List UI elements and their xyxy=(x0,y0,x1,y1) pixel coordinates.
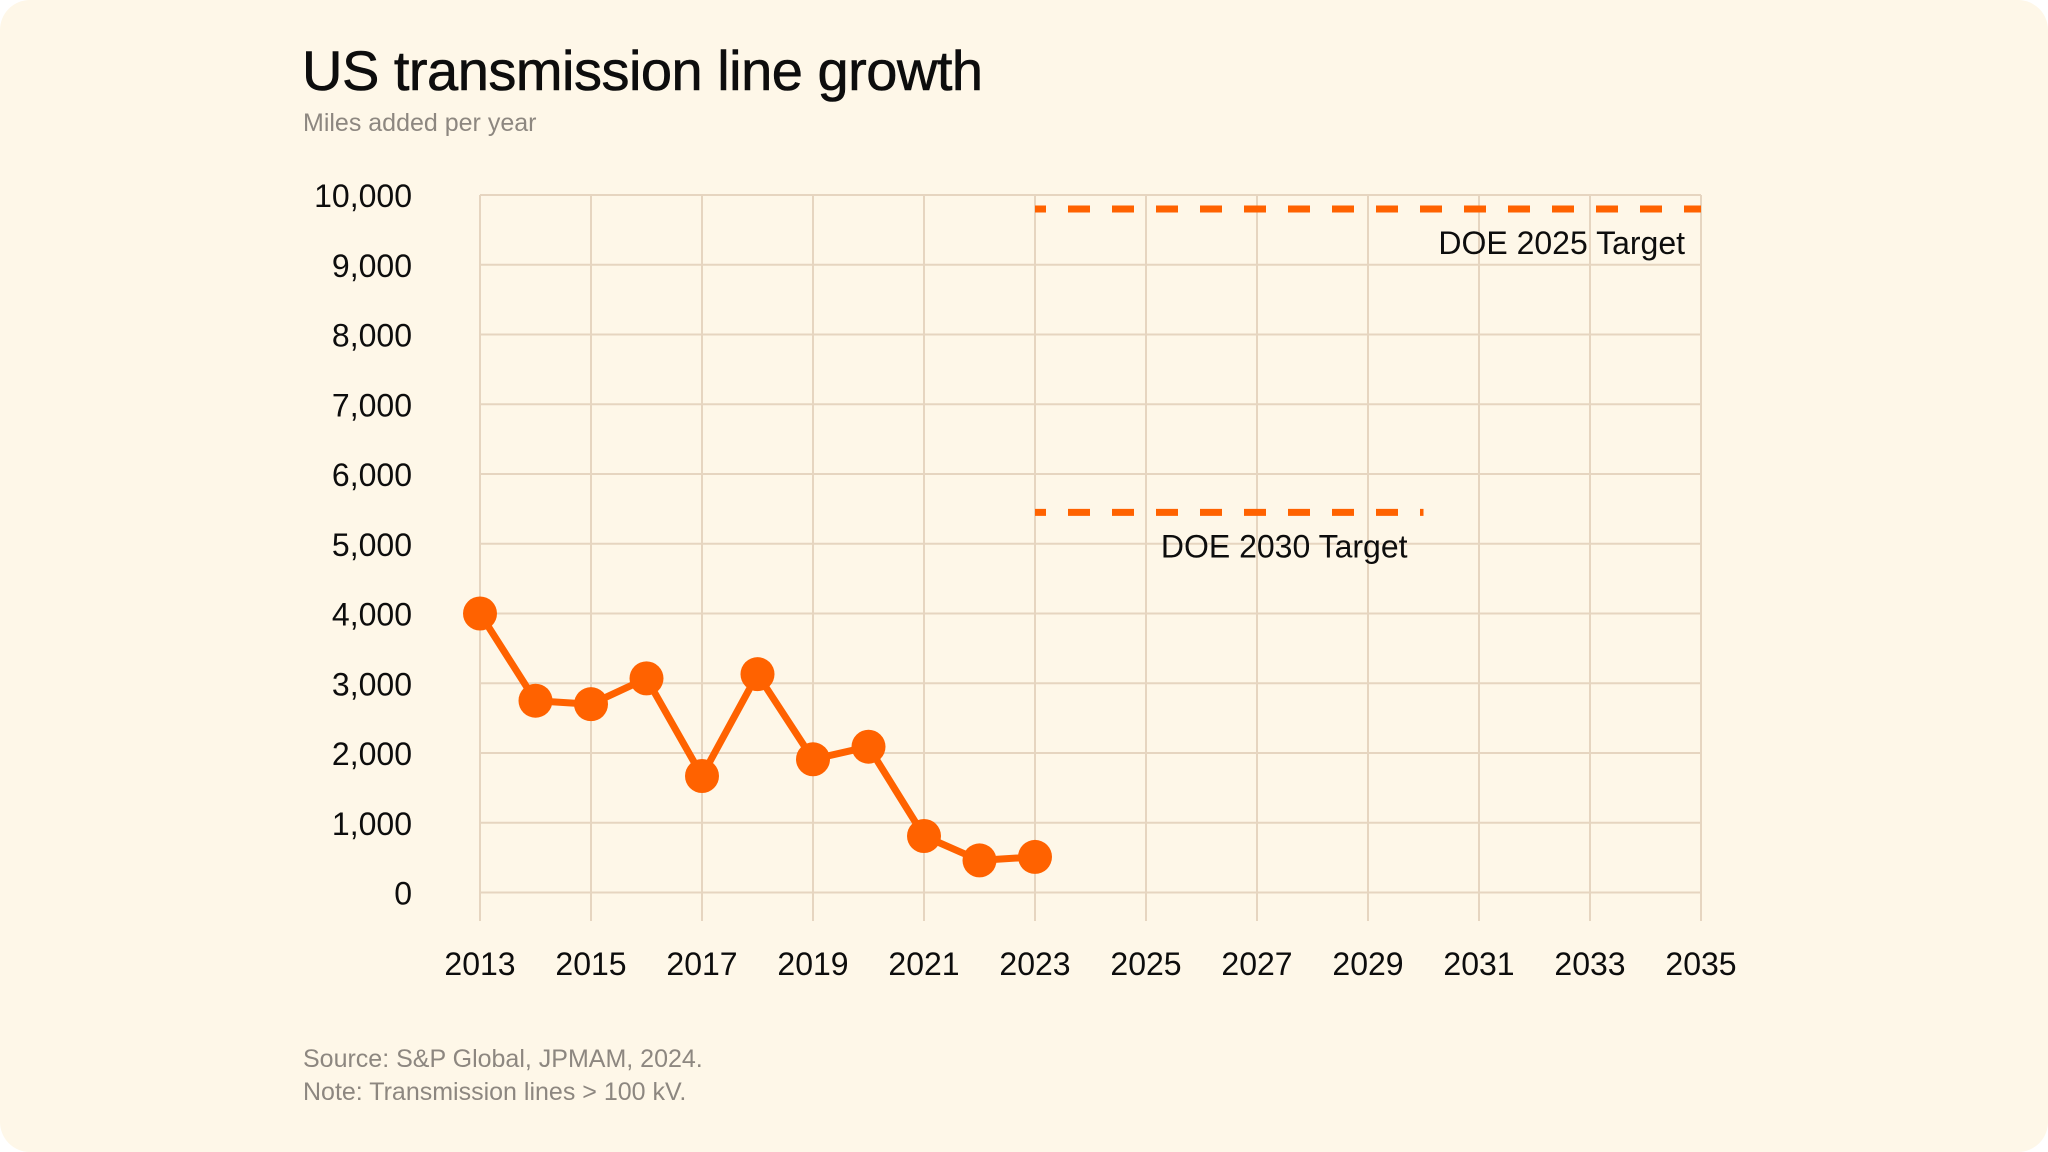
data-point-2015 xyxy=(574,687,608,722)
y-tick-label: 4,000 xyxy=(332,597,412,633)
reference-lines: DOE 2025 Target DOE 2030 Target xyxy=(1035,205,1701,564)
data-point-2019 xyxy=(796,742,830,777)
data-point-2013 xyxy=(463,596,497,631)
data-point-2014 xyxy=(518,683,553,718)
data-point-2017 xyxy=(685,759,719,794)
x-tick-label: 2033 xyxy=(1554,946,1625,982)
y-tick-label: 3,000 xyxy=(332,666,412,702)
series-layer xyxy=(463,596,1052,878)
y-tick-label: 10,000 xyxy=(314,178,412,214)
y-tick-label: 6,000 xyxy=(332,457,412,493)
x-tick-label: 2019 xyxy=(777,946,848,982)
data-point-2016 xyxy=(629,661,664,696)
y-tick-label: 8,000 xyxy=(332,318,412,354)
x-tick-label: 2015 xyxy=(555,946,626,982)
x-tick-label: 2013 xyxy=(444,946,515,982)
source-note: Source: S&P Global, JPMAM, 2024. xyxy=(303,1045,703,1073)
grid-layer xyxy=(479,194,1702,921)
y-axis-tick-labels: 0 1,000 2,000 3,000 4,000 5,000 6,000 7,000 8,00… xyxy=(314,178,412,912)
x-tick-label: 2027 xyxy=(1221,946,1292,982)
data-point-2018 xyxy=(740,657,775,692)
y-tick-label: 1,000 xyxy=(332,806,412,842)
x-tick-label: 2029 xyxy=(1332,946,1403,982)
x-tick-label: 2035 xyxy=(1665,946,1736,982)
x-tick-label: 2021 xyxy=(888,946,959,982)
data-point-2023 xyxy=(1018,839,1052,874)
x-tick-label: 2017 xyxy=(666,946,737,982)
data-point-2022 xyxy=(962,843,997,878)
y-tick-label: 7,000 xyxy=(332,387,412,423)
x-tick-label: 2031 xyxy=(1443,946,1514,982)
footnote: Note: Transmission lines > 100 kV. xyxy=(303,1078,687,1106)
chart-subtitle: Miles added per year xyxy=(303,109,537,137)
footer-notes: Source: S&P Global, JPMAM, 2024. Note: T… xyxy=(303,1043,703,1109)
y-tick-label: 2,000 xyxy=(332,736,412,772)
target-label-doe-2025: DOE 2025 Target xyxy=(1438,225,1685,261)
chart-title: US transmission line growth xyxy=(302,39,984,103)
y-tick-label: 9,000 xyxy=(332,248,412,284)
x-tick-label: 2023 xyxy=(999,946,1070,982)
x-axis-tick-labels: 2013 2015 2017 2019 2021 2023 2025 2027 2029 2031… xyxy=(444,946,1736,982)
y-tick-label: 0 xyxy=(394,876,412,912)
x-tick-label: 2025 xyxy=(1110,946,1181,982)
data-point-2020 xyxy=(851,729,886,764)
target-label-doe-2030: DOE 2030 Target xyxy=(1161,528,1408,564)
y-tick-label: 5,000 xyxy=(332,527,412,563)
data-point-2021 xyxy=(907,819,941,854)
